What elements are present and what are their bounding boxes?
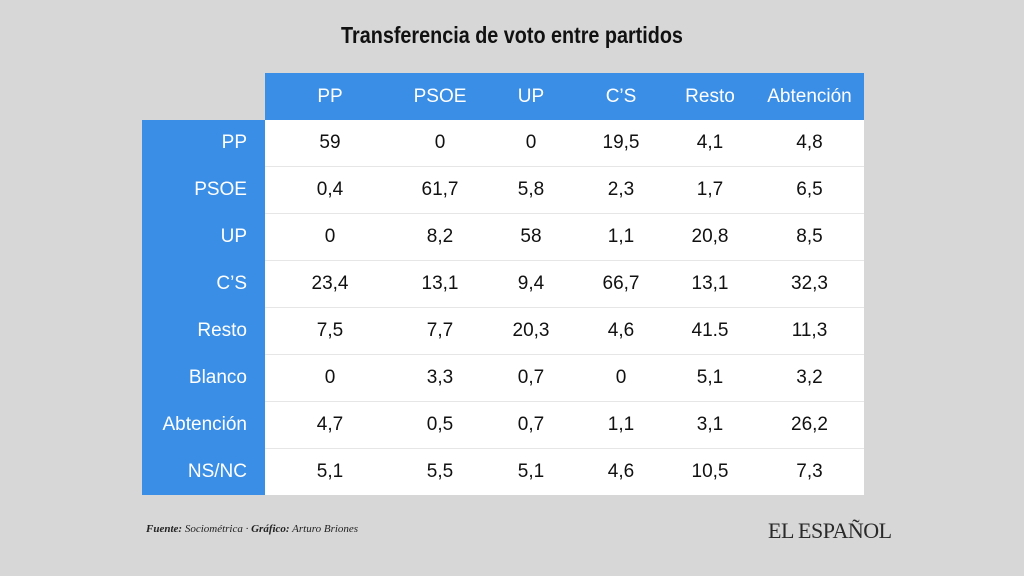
table-cell: 3,3 [395, 354, 485, 402]
table-cell: 2,3 [577, 166, 665, 214]
row-header: NS/NC [142, 448, 265, 495]
row-header: C’S [142, 260, 265, 308]
table-cell: 8,2 [395, 213, 485, 261]
row-header: UP [142, 213, 265, 261]
table-cell: 1,1 [577, 213, 665, 261]
table-cell: 7,3 [755, 448, 864, 495]
table-body: PP 59 0 0 19,5 4,1 4,8 PSOE 0,4 61,7 5,8 2,3 1,7 6,5 U… [142, 120, 864, 495]
table-cell: 66,7 [577, 260, 665, 308]
header-row: PP PSOE UP C’S Resto Abtención [142, 73, 864, 120]
el-espanol-logo: EL ESPAÑOL [768, 518, 892, 543]
table-row: Blanco 0 3,3 0,7 0 5,1 3,2 [142, 354, 864, 402]
table-row: Abtención 4,7 0,5 0,7 1,1 3,1 26,2 [142, 401, 864, 449]
table-row: NS/NC 5,1 5,5 5,1 4,6 10,5 7,3 [142, 448, 864, 495]
table-cell: 0,7 [485, 354, 577, 402]
table-cell: 4,1 [665, 120, 755, 167]
table-cell: 20,8 [665, 213, 755, 261]
table-row: PP 59 0 0 19,5 4,1 4,8 [142, 120, 864, 167]
table-cell: 7,5 [265, 307, 395, 355]
vote-transfer-table: PP PSOE UP C’S Resto Abtención PP 59 0 0 19,… [142, 73, 864, 495]
row-header: Resto [142, 307, 265, 355]
table-cell: 4,7 [265, 401, 395, 449]
table-cell: 0,7 [485, 401, 577, 449]
table-row: C’S 23,4 13,1 9,4 66,7 13,1 32,3 [142, 260, 864, 308]
row-header: PSOE [142, 166, 265, 214]
table-cell: 0,5 [395, 401, 485, 449]
column-header-cs: C’S [577, 73, 665, 120]
row-header: Blanco [142, 354, 265, 402]
table-cell: 0 [265, 213, 395, 261]
table-cell: 9,4 [485, 260, 577, 308]
data-table: PP PSOE UP C’S Resto Abtención PP 59 0 0 19,… [142, 73, 864, 495]
table-cell: 4,6 [577, 448, 665, 495]
table-cell: 10,5 [665, 448, 755, 495]
table-row: Resto 7,5 7,7 20,3 4,6 41.5 11,3 [142, 307, 864, 355]
table-cell: 0 [265, 354, 395, 402]
table-cell: 4,8 [755, 120, 864, 167]
table-cell: 5,1 [265, 448, 395, 495]
table-cell: 5,5 [395, 448, 485, 495]
corner-cell [142, 73, 265, 120]
table-cell: 58 [485, 213, 577, 261]
table-cell: 1,1 [577, 401, 665, 449]
table-cell: 23,4 [265, 260, 395, 308]
table-cell: 7,7 [395, 307, 485, 355]
table-cell: 0 [577, 354, 665, 402]
graphic-label: Gráfico: [251, 523, 290, 535]
table-cell: 11,3 [755, 307, 864, 355]
table-cell: 4,6 [577, 307, 665, 355]
table-cell: 13,1 [395, 260, 485, 308]
table-row: PSOE 0,4 61,7 5,8 2,3 1,7 6,5 [142, 166, 864, 214]
source-label: Fuente: [146, 523, 183, 535]
chart-title: Transferencia de voto entre partidos [341, 22, 683, 48]
row-header: Abtención [142, 401, 265, 449]
table-cell: 0,4 [265, 166, 395, 214]
table-cell: 3,2 [755, 354, 864, 402]
table-cell: 41.5 [665, 307, 755, 355]
table-cell: 13,1 [665, 260, 755, 308]
source-separator: · [245, 523, 249, 535]
table-cell: 6,5 [755, 166, 864, 214]
column-header-pp: PP [265, 73, 395, 120]
row-header: PP [142, 120, 265, 167]
table-cell: 8,5 [755, 213, 864, 261]
table-cell: 0 [485, 120, 577, 167]
table-cell: 59 [265, 120, 395, 167]
table-cell: 3,1 [665, 401, 755, 449]
table-cell: 5,8 [485, 166, 577, 214]
table-cell: 19,5 [577, 120, 665, 167]
column-header-psoe: PSOE [395, 73, 485, 120]
table-cell: 5,1 [665, 354, 755, 402]
table-cell: 0 [395, 120, 485, 167]
column-header-abtencion: Abtención [755, 73, 864, 120]
column-header-up: UP [485, 73, 577, 120]
source-value: Sociométrica [184, 523, 243, 535]
table-cell: 61,7 [395, 166, 485, 214]
column-header-resto: Resto [665, 73, 755, 120]
source-note: Fuente: Sociométrica · Gráfico: Arturo B… [146, 523, 358, 535]
table-cell: 1,7 [665, 166, 755, 214]
table-cell: 5,1 [485, 448, 577, 495]
graphic-value: Arturo Briones [292, 523, 359, 535]
table-cell: 20,3 [485, 307, 577, 355]
table-cell: 26,2 [755, 401, 864, 449]
table-cell: 32,3 [755, 260, 864, 308]
table-row: UP 0 8,2 58 1,1 20,8 8,5 [142, 213, 864, 261]
